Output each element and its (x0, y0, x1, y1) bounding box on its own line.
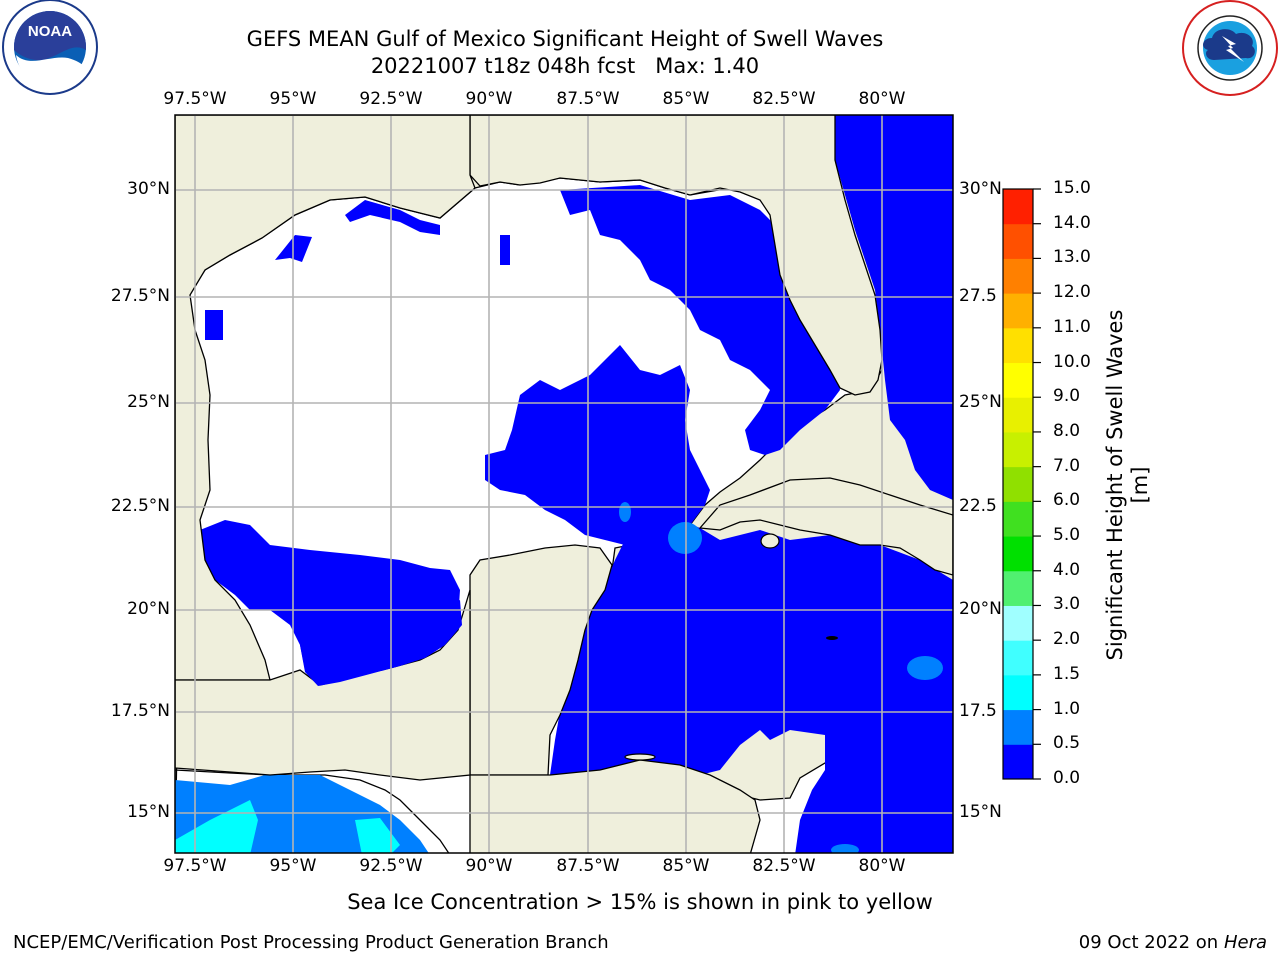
lat-tick-label: 17.5°N (110, 701, 170, 721)
colorbar-tick-label: 10.0 (1053, 351, 1091, 372)
colorbar-tick-label: 11.0 (1053, 316, 1091, 337)
lat-tick-label: 20°N (127, 599, 170, 619)
colorbar-segment (1003, 223, 1033, 259)
lat-tick-label: 17.5 (959, 701, 997, 721)
colorbar-tick-label: 5.0 (1053, 525, 1081, 546)
lat-tick-label: 25°N (127, 392, 170, 412)
swell-field-eastern-gulf (560, 185, 840, 455)
lon-tick-label: 95°W (269, 89, 317, 109)
land-jamaica (624, 753, 656, 761)
colorbar-segment (1003, 258, 1033, 294)
lat-tick-label: 20°N (959, 599, 1002, 619)
lon-tick-label: 97.5°W (163, 89, 227, 109)
colorbar-tick-label: 0.5 (1053, 733, 1081, 754)
swell-field-campeche (300, 600, 462, 686)
colorbar-tick-label: 1.5 (1053, 663, 1081, 684)
colorbar-segment (1003, 293, 1033, 329)
swell-patch (205, 310, 223, 340)
map-frame (174, 114, 954, 854)
lat-tick-label: 15°N (959, 802, 1002, 822)
lat-tick-label: 25°N (959, 392, 1002, 412)
swell-field-pacific-high (355, 818, 400, 853)
colorbar-segment (1003, 431, 1033, 468)
colorbar-tick-label: 7.0 (1053, 455, 1081, 476)
land-cuba (698, 477, 953, 576)
lon-tick-label: 87.5°W (556, 856, 620, 876)
lon-tick-label: 82.5°W (752, 89, 816, 109)
colorbar-segment (1003, 466, 1033, 502)
lat-tick-label: 30°N (127, 179, 170, 199)
swell-patch-light (907, 656, 943, 680)
lon-tick-label: 80°W (858, 89, 906, 109)
swell-patch-light (619, 502, 631, 522)
lat-tick-label: 27.5 (959, 286, 997, 306)
colorbar-tick-label: 6.0 (1053, 490, 1081, 511)
colorbar-segment (1003, 570, 1033, 606)
swell-patch-light (668, 522, 702, 554)
colorbar-tick-label: 3.0 (1053, 594, 1081, 615)
map-gridlines (175, 115, 953, 853)
land-florida (469, 115, 883, 396)
colorbar-tick-label: 9.0 (1053, 386, 1081, 407)
lon-tick-label: 90°W (465, 856, 513, 876)
colorbar (1003, 188, 1041, 780)
swell-patch (500, 235, 510, 265)
swell-field-central-gulf (485, 345, 710, 545)
footer-date: 09 Oct 2022 on Hera (1078, 932, 1267, 953)
colorbar-segment (1003, 709, 1033, 745)
lat-tick-label: 22.5°N (110, 496, 170, 516)
lat-tick-label: 15°N (127, 802, 170, 822)
colorbar-tick-label: 0.0 (1053, 768, 1081, 788)
chart-title: GEFS MEAN Gulf of Mexico Significant Hei… (246, 27, 884, 51)
lon-tick-label: 92.5°W (359, 89, 423, 109)
lon-tick-label: 92.5°W (359, 856, 423, 876)
colorbar-segment (1003, 397, 1033, 433)
footer-host: Hera (1223, 932, 1267, 953)
lat-tick-label: 22.5 (959, 496, 997, 516)
land-isle-of-youth (760, 533, 780, 549)
colorbar-tick-label: 12.0 (1053, 282, 1091, 303)
lon-tick-label: 80°W (858, 856, 906, 876)
noaa-logo (2, 0, 98, 95)
lon-tick-label: 97.5°W (163, 856, 227, 876)
colorbar-segment (1003, 605, 1033, 641)
colorbar-tick-label: 14.0 (1053, 212, 1091, 233)
lon-tick-label: 85°W (662, 89, 710, 109)
colorbar-tick-label: 8.0 (1053, 420, 1081, 441)
colorbar-tick-label: 15.0 (1053, 178, 1091, 198)
footer-credit: NCEP/EMC/Verification Post Processing Pr… (13, 932, 609, 953)
swell-patch (345, 200, 440, 235)
lat-tick-label: 30°N (959, 179, 1002, 199)
noaa-logo-text: NOAA (28, 23, 72, 40)
land-honduras (469, 759, 761, 853)
lon-tick-label: 85°W (662, 856, 710, 876)
colorbar-frame (1002, 188, 1034, 780)
colorbar-segment (1003, 327, 1033, 364)
colorbar-segment (1003, 536, 1033, 572)
lon-tick-label: 82.5°W (752, 856, 816, 876)
chart-subtitle: 20221007 t18z 048h fcst Max: 1.40 (370, 54, 760, 78)
colorbar-segment (1003, 640, 1033, 676)
colorbar-tick-label: 2.0 (1053, 629, 1081, 650)
swell-patch-light (831, 844, 859, 853)
lat-tick-label: 27.5°N (110, 286, 170, 306)
colorbar-segment (1003, 674, 1033, 711)
colorbar-segment (1003, 501, 1033, 537)
caption: Sea Ice Concentration > 15% is shown in … (347, 890, 933, 914)
colorbar-segment (1003, 362, 1033, 398)
lon-tick-label: 87.5°W (556, 89, 620, 109)
lon-tick-label: 90°W (465, 89, 513, 109)
colorbar-tick-label: 13.0 (1053, 247, 1091, 268)
colorbar-segment (1003, 189, 1033, 225)
colorbar-segment (1003, 744, 1033, 780)
colorbar-tick-label: 4.0 (1053, 559, 1081, 580)
nws-logo (1182, 0, 1278, 96)
land-cayman (826, 636, 838, 640)
colorbar-tick-label: 1.0 (1053, 698, 1081, 719)
lon-tick-label: 95°W (269, 856, 317, 876)
